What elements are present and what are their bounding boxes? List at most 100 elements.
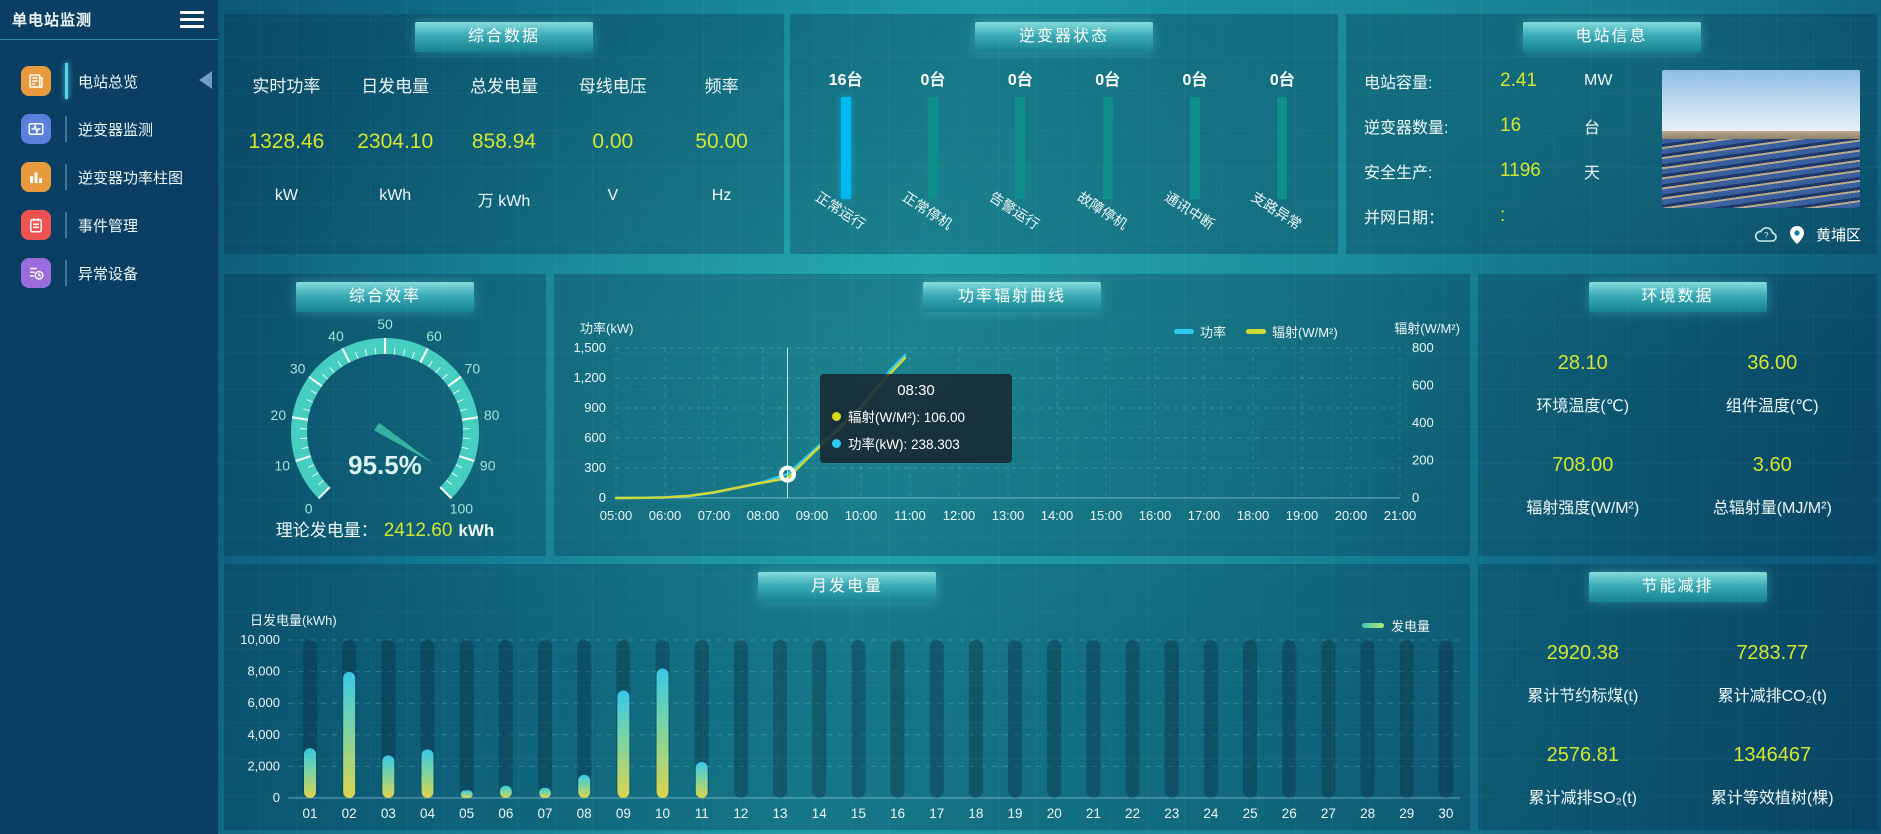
station-info-row: 电站容量: 2.41 MW	[1364, 58, 1672, 103]
inverter-count: 16台	[828, 72, 863, 89]
station-info-row: 并网日期： :	[1364, 193, 1672, 238]
tooltip-rows: 辐射(W/M²): 106.00 功率(kW): 238.303	[832, 406, 1000, 453]
legend-label: 发电量	[1390, 619, 1430, 634]
svg-text:25: 25	[1243, 806, 1258, 821]
savings-value: 2576.81	[1546, 744, 1619, 766]
svg-text:01: 01	[302, 806, 317, 821]
stat-unit: V	[607, 187, 619, 204]
panel-efficiency: 综合效率 0 10 20 30 40 50 60 70 80 90 100 95.5% 理论发电量： 2…	[224, 274, 546, 556]
inverter-status-item[interactable]: 0台 正常停机	[889, 58, 976, 250]
summary-stat: 实时功率 1328.46 kW	[232, 60, 341, 246]
svg-text:22: 22	[1125, 806, 1140, 821]
power-radiation-line-chart[interactable]: 05:00 06:00 07:00 08:00 09:00 10:00 11:00 12:00…	[554, 274, 1470, 556]
env-stat: 36.00 组件温度(℃)	[1678, 352, 1868, 416]
env-stat: 28.10 环境温度(℃)	[1488, 352, 1678, 416]
status-bar	[1277, 97, 1288, 199]
legend-swatch	[1246, 329, 1267, 334]
inverter-status-item[interactable]: 0台 支路异常	[1239, 58, 1326, 250]
event-notebook-icon	[21, 210, 51, 240]
svg-text:1,200: 1,200	[573, 370, 606, 385]
inverter-status-item[interactable]: 0台 告警运行	[977, 58, 1064, 250]
svg-text:11:00: 11:00	[894, 508, 926, 523]
right-axis-title: 辐射(W/M²)	[1394, 321, 1460, 336]
theoretical-energy: 理论发电量： 2412.60 kWh	[224, 516, 546, 542]
sidebar-header: 单电站监测	[0, 0, 218, 40]
svg-text:40: 40	[328, 328, 344, 344]
inverter-status-item[interactable]: 16台 正常运行	[802, 58, 889, 250]
stat-label: 日发电量	[361, 77, 430, 96]
savings-label: 累计节约标煤(t)	[1527, 688, 1639, 705]
inverter-count: 0台	[1182, 72, 1208, 89]
sidebar-item-abnormal-devices[interactable]: 异常设备	[0, 249, 218, 297]
panel-inverter-status: 逆变器状态 16台 正常运行 0台 正常停机 0台 告警运行	[790, 14, 1338, 254]
photo-mountains	[1662, 130, 1860, 139]
svg-text:09:00: 09:00	[796, 508, 829, 523]
svg-text:10,000: 10,000	[240, 632, 280, 647]
svg-text:10: 10	[655, 806, 670, 821]
savings-label: 累计等效植树(棵)	[1710, 790, 1834, 807]
svg-text:09: 09	[616, 806, 631, 821]
legend-swatch	[1174, 329, 1194, 334]
svg-text:12:00: 12:00	[943, 508, 976, 523]
sidebar-item-event-management[interactable]: 事件管理	[0, 201, 218, 249]
info-value: 1196	[1500, 159, 1541, 181]
panel-title: 月发电量	[758, 572, 936, 602]
item-divider	[65, 116, 67, 142]
panel-monthly-energy: 月发电量 日发电量(kWh) 发电量 0 2,000 4,000 6,000 8,000…	[224, 564, 1470, 830]
info-value: 2.41	[1500, 69, 1537, 91]
inverter-status-item[interactable]: 0台 通讯中断	[1151, 58, 1238, 250]
svg-text:2,000: 2,000	[247, 758, 280, 773]
sidebar-item-label: 异常设备	[78, 265, 139, 283]
location-pin-icon[interactable]	[1789, 225, 1804, 244]
panel-title: 节能减排	[1588, 572, 1767, 602]
series-dot-icon	[832, 438, 841, 448]
svg-text:26: 26	[1282, 806, 1297, 821]
svg-text:30: 30	[290, 361, 306, 377]
info-unit: 台	[1584, 119, 1601, 137]
tooltip-row: 辐射(W/M²): 106.00	[832, 406, 1000, 426]
sidebar-item-inverter-power-bars[interactable]: 逆变器功率柱图	[0, 153, 218, 201]
active-indicator	[65, 63, 68, 99]
svg-text:16: 16	[890, 806, 905, 821]
panel-station-info: 电站信息 电站容量: 2.41 MW 逆变器数量: 16 台 安全生产: 119…	[1346, 14, 1877, 254]
panel-title: 功率辐射曲线	[923, 282, 1101, 312]
svg-text:29: 29	[1399, 806, 1414, 821]
status-bar	[1015, 97, 1026, 199]
svg-text:07: 07	[538, 806, 553, 821]
env-label: 总辐射量(MJ/M²)	[1712, 500, 1832, 517]
svg-text:04: 04	[420, 806, 436, 821]
sidebar-item-label: 电站总览	[78, 73, 139, 91]
stat-label: 实时功率	[252, 77, 321, 96]
photo-sky	[1662, 70, 1860, 131]
tooltip-row: 功率(kW): 238.303	[832, 433, 1000, 453]
svg-text:70: 70	[465, 361, 481, 377]
savings-label: 累计减排SO₂(t)	[1528, 790, 1637, 807]
hamburger-menu-icon[interactable]	[180, 7, 204, 32]
svg-text:07:00: 07:00	[698, 508, 731, 523]
inverter-status-item[interactable]: 0台 故障停机	[1064, 58, 1151, 250]
sidebar-item-station-overview[interactable]: 电站总览	[0, 57, 218, 105]
app-title: 单电站监测	[12, 12, 93, 29]
sidebar-item-inverter-monitor[interactable]: 逆变器监测	[0, 105, 218, 153]
env-label: 辐射强度(W/M²)	[1526, 500, 1640, 517]
weather-cloud-icon[interactable]: ?	[1754, 226, 1778, 243]
svg-text:14:00: 14:00	[1041, 508, 1074, 523]
efficiency-gauge-chart[interactable]: 0 10 20 30 40 50 60 70 80 90 100 95.5%	[225, 310, 545, 536]
sidebar-item-label: 逆变器功率柱图	[78, 169, 184, 187]
item-divider	[65, 164, 67, 190]
legend-item[interactable]: 辐射(W/M²)	[1246, 322, 1338, 341]
legend-item[interactable]: 功率	[1174, 322, 1226, 341]
env-stat: 708.00 辐射强度(W/M²)	[1488, 454, 1678, 518]
panel-title: 电站信息	[1522, 22, 1701, 52]
sidebar-collapse-arrow-icon[interactable]	[199, 71, 212, 89]
svg-text:10:00: 10:00	[845, 508, 878, 523]
svg-text:24: 24	[1203, 806, 1219, 821]
tooltip-time: 08:30	[897, 382, 935, 399]
monthly-energy-bar-chart[interactable]: 0 2,000 4,000 6,000 8,000 10,000 01 02 03 04 05 06 0…	[224, 564, 1470, 830]
bar-chart-legend[interactable]: 发电量	[1361, 616, 1430, 635]
bar-axis-title: 日发电量(kWh)	[250, 613, 337, 628]
svg-text:19:00: 19:00	[1286, 508, 1319, 523]
svg-text:600: 600	[1412, 378, 1434, 393]
photo-solar-panels	[1662, 138, 1860, 208]
